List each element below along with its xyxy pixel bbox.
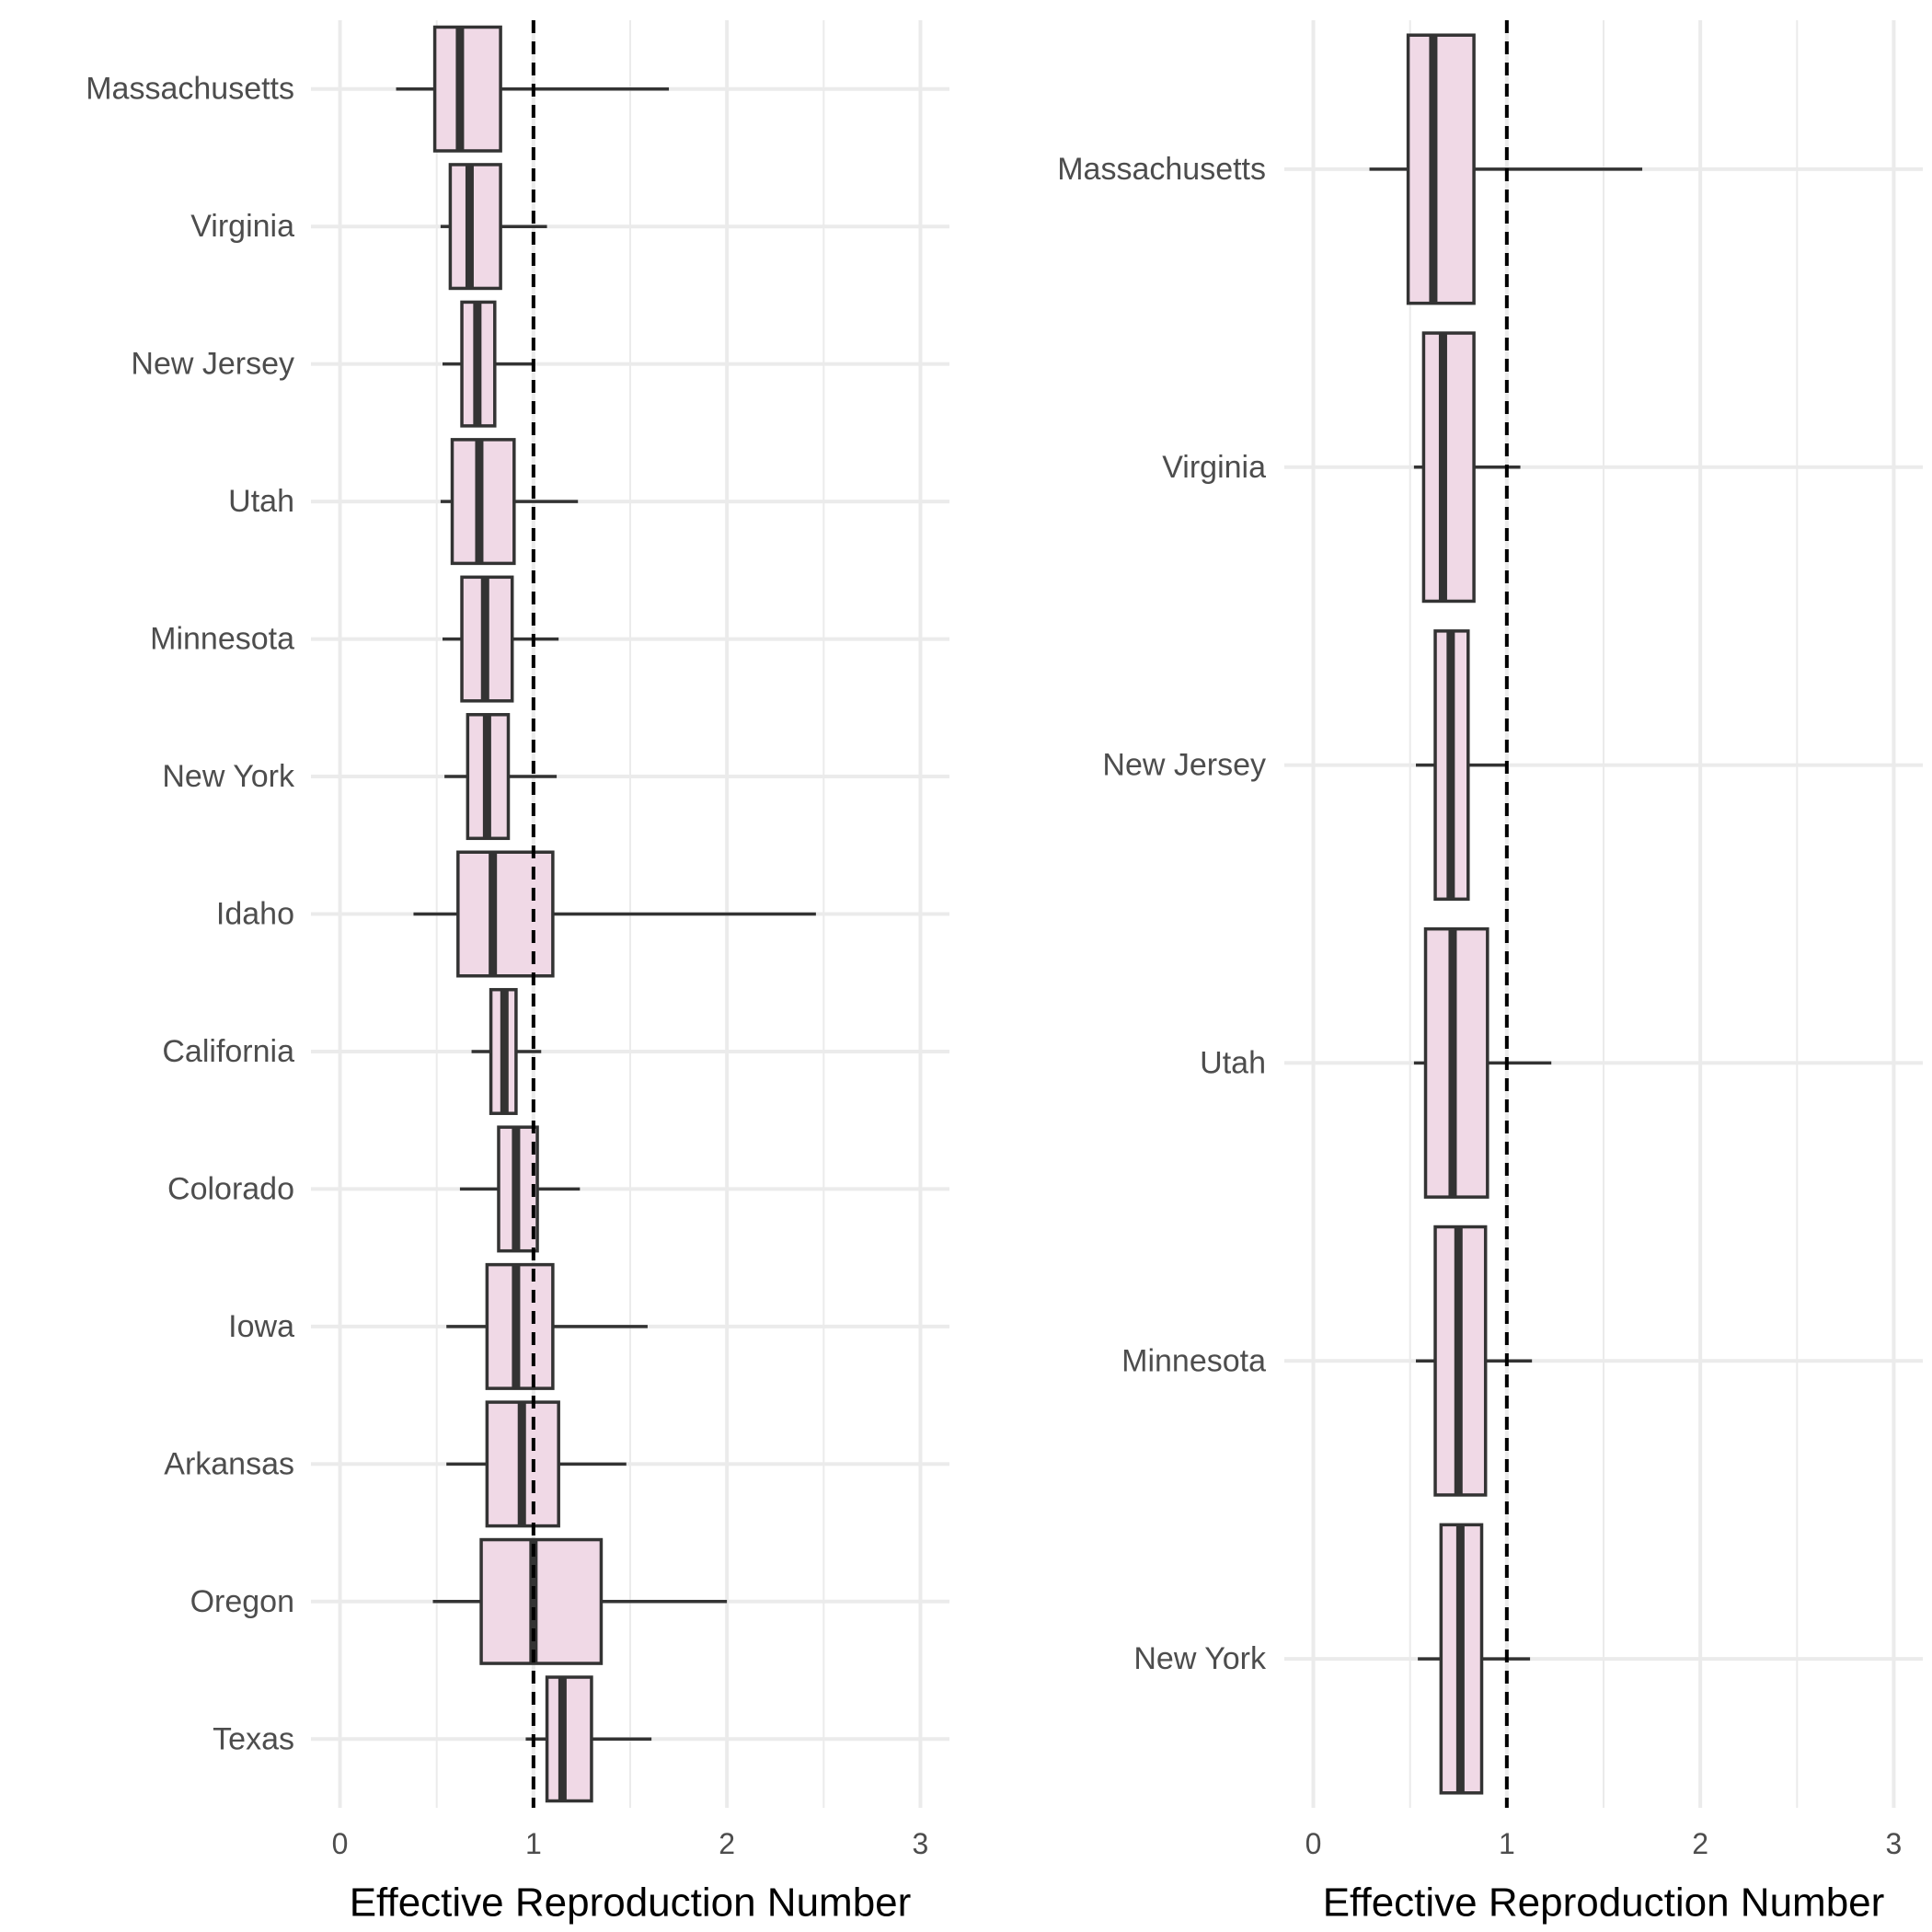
category-label: Minnesota <box>150 622 294 657</box>
box-utah <box>440 438 579 566</box>
box-iqr <box>448 163 502 291</box>
box-new-york <box>1418 1523 1531 1795</box>
category-label: Massachusetts <box>1057 152 1266 187</box>
x-tick-label: 1 <box>525 1827 542 1860</box>
box-utah <box>1413 926 1552 1199</box>
box-oregon <box>432 1537 728 1665</box>
box-iqr <box>456 850 555 978</box>
box-minnesota <box>443 575 559 703</box>
box-colorado <box>459 1125 581 1253</box>
box-iqr <box>1406 33 1476 305</box>
box-iqr <box>432 25 502 153</box>
left-boxplot-panel: Massachusetts Virginia New Jersey Utah Minne… <box>86 20 949 1926</box>
category-label: Arkansas <box>164 1446 294 1481</box>
category-label: Massachusetts <box>86 72 294 107</box>
box-virginia <box>440 163 547 291</box>
box-massachusetts <box>1369 33 1643 305</box>
category-label: New Jersey <box>1102 748 1266 783</box>
category-label: Minnesota <box>1121 1343 1266 1378</box>
category-label: Texas <box>213 1721 294 1756</box>
box-new-jersey <box>1416 629 1507 902</box>
x-axis-title: Effective Reproduction Number <box>1323 1880 1885 1926</box>
box-iowa <box>446 1262 648 1390</box>
category-label: Oregon <box>190 1584 294 1619</box>
category-label: Utah <box>228 484 294 519</box>
box-california <box>471 987 542 1115</box>
x-tick-label: 3 <box>1886 1827 1903 1860</box>
x-tick-label: 0 <box>1305 1827 1322 1860</box>
category-label: Virginia <box>1162 450 1266 485</box>
right-boxplot-panel: Massachusetts Virginia New Jersey Utah Minne… <box>1057 20 1923 1926</box>
box-iqr <box>1421 331 1476 604</box>
x-tick-label: 0 <box>332 1827 349 1860</box>
box-texas <box>525 1675 652 1803</box>
box-idaho <box>413 850 816 978</box>
category-label: Iowa <box>228 1309 294 1344</box>
category-label: Colorado <box>167 1171 294 1206</box>
box-new-york <box>444 713 558 841</box>
box-massachusetts <box>396 25 670 153</box>
box-iqr <box>479 1537 604 1665</box>
category-label: Idaho <box>216 897 294 932</box>
box-new-jersey <box>443 300 534 428</box>
x-tick-label: 3 <box>913 1827 929 1860</box>
box-arkansas <box>446 1400 627 1528</box>
box-virginia <box>1413 331 1521 604</box>
box-iqr <box>545 1675 593 1803</box>
category-label: California <box>162 1034 294 1069</box>
x-tick-label: 2 <box>719 1827 735 1860</box>
x-tick-label: 2 <box>1692 1827 1708 1860</box>
category-label: Utah <box>1200 1045 1266 1080</box>
category-label: New Jersey <box>131 347 294 382</box>
x-tick-label: 1 <box>1499 1827 1515 1860</box>
x-axis-title: Effective Reproduction Number <box>350 1880 912 1926</box>
category-label: Virginia <box>190 209 294 244</box>
category-label: New York <box>1133 1641 1267 1676</box>
box-minnesota <box>1416 1225 1533 1497</box>
category-label: New York <box>162 759 295 794</box>
grid <box>1284 20 1923 1808</box>
